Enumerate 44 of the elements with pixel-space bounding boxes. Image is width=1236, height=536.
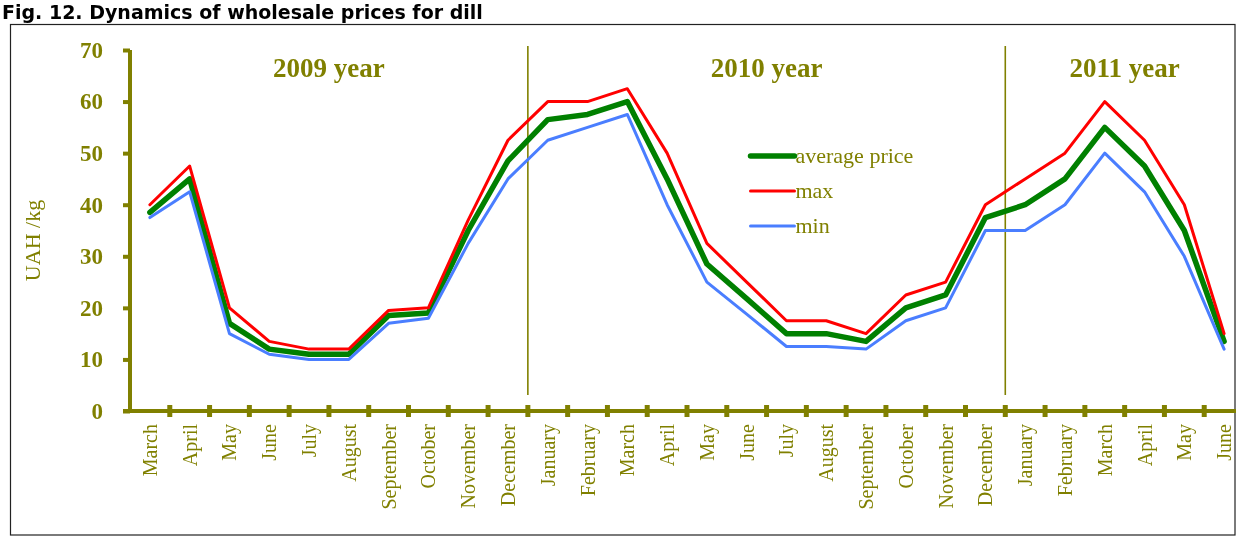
x-tick-label: June bbox=[258, 423, 281, 461]
y-tick-label: 60 bbox=[80, 89, 103, 115]
x-tick-label: January bbox=[536, 424, 560, 487]
y-tick-label: 20 bbox=[80, 295, 103, 321]
x-tick-label: February bbox=[576, 424, 600, 497]
y-tick-label: 40 bbox=[80, 192, 103, 218]
x-tick-label: August bbox=[815, 423, 839, 482]
x-tick-label: September bbox=[855, 423, 879, 510]
x-tick-label: November bbox=[457, 423, 480, 509]
x-tick-label: May bbox=[1173, 424, 1197, 461]
legend-label: max bbox=[795, 178, 834, 204]
x-tick-label: October bbox=[894, 423, 917, 489]
x-tick-label: December bbox=[974, 423, 997, 507]
x-tick-label: April bbox=[178, 423, 202, 467]
x-tick-label: November bbox=[934, 423, 957, 509]
x-tick-label: September bbox=[377, 423, 401, 510]
annotation: 2010 year bbox=[710, 53, 823, 83]
x-tick-label: June bbox=[1213, 423, 1236, 461]
x-tick-label: May bbox=[218, 424, 242, 461]
y-axis-title: UAH /kg bbox=[20, 199, 45, 282]
annotation: 2011 year bbox=[1069, 53, 1180, 83]
x-tick-label: December bbox=[496, 423, 519, 507]
x-tick-label: August bbox=[337, 423, 361, 482]
legend-label: min bbox=[795, 213, 830, 239]
x-tick-label: June bbox=[735, 423, 758, 461]
x-tick-label: October bbox=[417, 423, 440, 489]
x-tick-label: July bbox=[775, 424, 799, 458]
annotation: 2009 year bbox=[273, 53, 385, 83]
chart-title: Fig. 12. Dynamics of wholesale prices for dill bbox=[2, 1, 483, 23]
x-tick-label: January bbox=[1014, 424, 1038, 487]
legend-label: average price bbox=[795, 143, 914, 169]
x-tick-label: March bbox=[138, 424, 161, 477]
y-tick-label: 10 bbox=[80, 347, 103, 373]
x-tick-label: March bbox=[616, 424, 639, 477]
y-tick-label: 70 bbox=[80, 37, 103, 63]
x-tick-label: March bbox=[1093, 424, 1116, 477]
x-tick-label: July bbox=[298, 424, 322, 458]
y-tick-label: 30 bbox=[80, 244, 103, 270]
x-tick-label: April bbox=[1133, 423, 1157, 467]
y-tick-label: 50 bbox=[80, 141, 103, 166]
y-tick-label: 0 bbox=[91, 398, 103, 424]
x-tick-label: April bbox=[656, 423, 680, 467]
x-tick-label: May bbox=[695, 424, 719, 461]
x-tick-label: February bbox=[1053, 424, 1077, 497]
